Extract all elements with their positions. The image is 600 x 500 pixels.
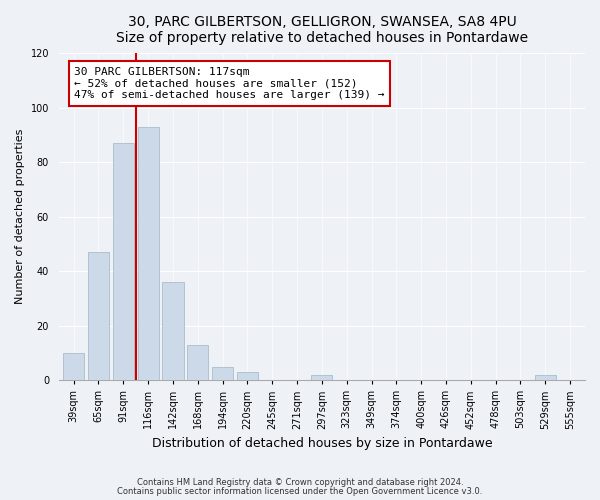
Bar [163, 282, 184, 380]
Bar [535, 374, 556, 380]
Bar [311, 374, 332, 380]
Bar [88, 252, 109, 380]
X-axis label: Distribution of detached houses by size in Pontardawe: Distribution of detached houses by size … [152, 437, 492, 450]
Bar [63, 353, 84, 380]
Text: Contains HM Land Registry data © Crown copyright and database right 2024.: Contains HM Land Registry data © Crown c… [137, 478, 463, 487]
Title: 30, PARC GILBERTSON, GELLIGRON, SWANSEA, SA8 4PU
Size of property relative to de: 30, PARC GILBERTSON, GELLIGRON, SWANSEA,… [116, 15, 528, 45]
Bar [137, 127, 158, 380]
Bar [113, 143, 134, 380]
Text: Contains public sector information licensed under the Open Government Licence v3: Contains public sector information licen… [118, 486, 482, 496]
Text: 30 PARC GILBERTSON: 117sqm
← 52% of detached houses are smaller (152)
47% of sem: 30 PARC GILBERTSON: 117sqm ← 52% of deta… [74, 67, 385, 100]
Y-axis label: Number of detached properties: Number of detached properties [15, 129, 25, 304]
Bar [237, 372, 258, 380]
Bar [187, 344, 208, 380]
Bar [212, 366, 233, 380]
